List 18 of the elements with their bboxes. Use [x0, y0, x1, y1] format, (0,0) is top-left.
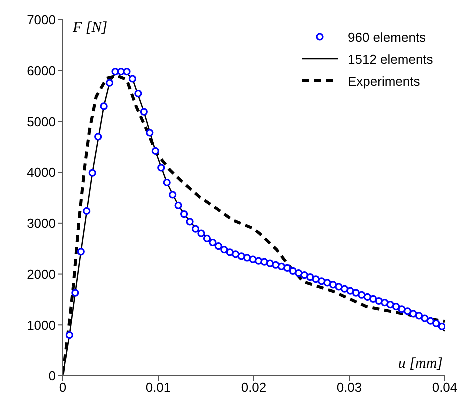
y-tick-label: 2000 — [27, 266, 56, 282]
legend-label: Experiments — [348, 74, 420, 88]
legend-label: 1512 elements — [348, 52, 434, 66]
y-tick-label: 5000 — [27, 114, 56, 130]
x-tick-label: 0.01 — [146, 380, 172, 396]
y-axis-title: F [N] — [72, 20, 108, 36]
y-tick-label: 6000 — [27, 63, 56, 78]
x-tick-label: 0.04 — [432, 380, 458, 396]
x-tick-label: 0.03 — [336, 380, 362, 396]
y-tick-label: 7000 — [27, 12, 56, 28]
y-tick-label: 3000 — [27, 216, 56, 232]
x-tick-label: 0 — [59, 380, 67, 396]
y-tick-label: 0 — [48, 368, 56, 384]
y-tick-label: 1000 — [27, 318, 56, 333]
x-tick-label: 0.02 — [241, 380, 267, 396]
legend-label: 960 elements — [348, 30, 426, 44]
y-tick-label: 4000 — [27, 165, 56, 180]
x-axis-title: u [mm] — [398, 356, 444, 372]
